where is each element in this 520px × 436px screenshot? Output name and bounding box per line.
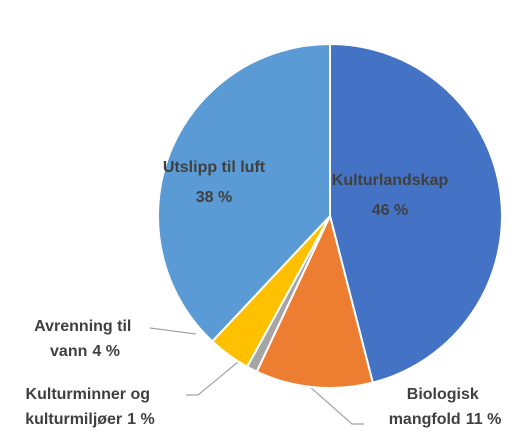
value-label: 4 %: [92, 343, 120, 360]
pie-slice: [157, 42, 331, 343]
value-label: 46 %: [372, 202, 408, 219]
value-label: 38 %: [196, 189, 232, 206]
pie-slice: [329, 42, 503, 384]
value-label: 11 %: [466, 411, 502, 428]
slice-label: Avrenning til vann: [34, 318, 136, 360]
slice-label: Biologisk mangfold: [389, 386, 484, 428]
slice-label: Kulturlandskap: [332, 172, 449, 189]
slice-label: Utslipp til luft: [163, 159, 266, 176]
pie-slice: [255, 213, 374, 389]
leader-line: [299, 377, 364, 425]
value-label: 1 %: [127, 411, 155, 428]
slice-label: Kulturminner og kulturmiljøer: [25, 386, 154, 428]
leader-line: [186, 361, 239, 396]
leader-line: [149, 327, 197, 335]
